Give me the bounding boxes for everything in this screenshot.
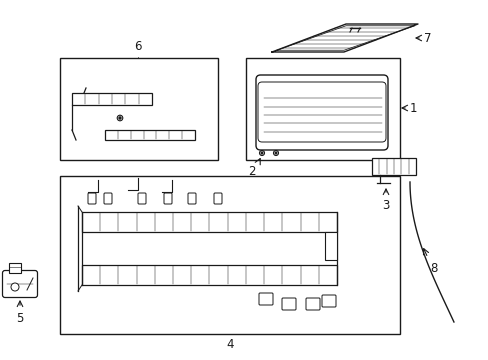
- Bar: [82, 212, 336, 232]
- FancyBboxPatch shape: [258, 82, 385, 142]
- Text: 6: 6: [134, 40, 142, 53]
- Circle shape: [119, 117, 121, 119]
- Text: 4: 4: [226, 338, 233, 351]
- FancyBboxPatch shape: [2, 270, 38, 297]
- Text: 2: 2: [248, 165, 255, 178]
- Circle shape: [273, 150, 278, 156]
- Circle shape: [261, 152, 263, 154]
- FancyBboxPatch shape: [321, 295, 335, 307]
- Bar: [371, 158, 415, 175]
- Bar: [60, 58, 218, 160]
- Bar: [60, 176, 399, 334]
- Bar: [105, 130, 195, 140]
- Circle shape: [274, 152, 276, 154]
- FancyBboxPatch shape: [214, 193, 222, 204]
- Text: 1: 1: [409, 102, 417, 114]
- Circle shape: [11, 283, 19, 291]
- FancyBboxPatch shape: [187, 193, 196, 204]
- FancyBboxPatch shape: [256, 75, 387, 150]
- FancyBboxPatch shape: [138, 193, 146, 204]
- Bar: [325, 232, 336, 260]
- Text: 7: 7: [423, 31, 430, 45]
- Circle shape: [259, 150, 264, 156]
- FancyBboxPatch shape: [88, 193, 96, 204]
- Text: 3: 3: [382, 199, 389, 212]
- Text: 5: 5: [16, 312, 23, 325]
- FancyBboxPatch shape: [259, 293, 272, 305]
- Bar: [245, 58, 399, 160]
- Bar: [82, 265, 336, 285]
- Bar: [72, 93, 152, 105]
- Circle shape: [117, 115, 122, 121]
- FancyBboxPatch shape: [305, 298, 319, 310]
- Bar: [9, 263, 21, 273]
- Text: 8: 8: [429, 262, 436, 275]
- FancyBboxPatch shape: [104, 193, 112, 204]
- FancyBboxPatch shape: [282, 298, 295, 310]
- FancyBboxPatch shape: [163, 193, 172, 204]
